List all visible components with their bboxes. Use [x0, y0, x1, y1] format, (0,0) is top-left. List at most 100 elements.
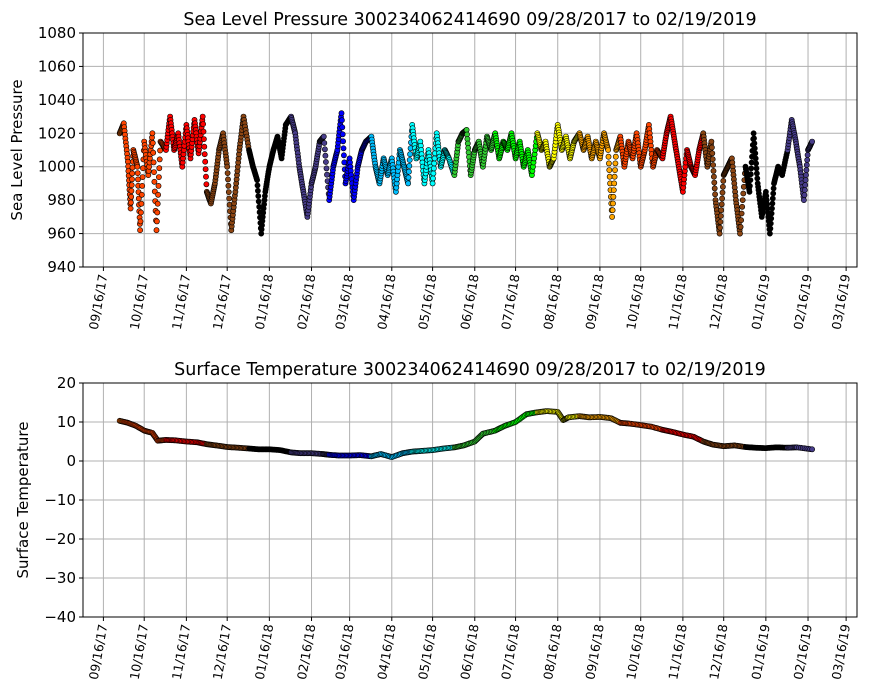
data-point	[611, 180, 618, 187]
data-point	[320, 133, 327, 140]
data-point	[430, 175, 436, 182]
data-point	[611, 173, 618, 180]
data-point	[739, 203, 746, 210]
data-point	[720, 183, 726, 190]
data-point	[340, 152, 347, 159]
y-axis-label: Sea Level Pressure	[8, 79, 26, 220]
data-point	[225, 189, 232, 195]
data-point	[254, 177, 260, 183]
x-tick-label: 02/16/19	[790, 273, 815, 331]
data-point	[802, 182, 809, 188]
data-point	[255, 193, 262, 199]
data-point	[201, 151, 208, 158]
plot-frame	[82, 32, 858, 268]
x-tick-label: 11/16/17	[169, 273, 194, 331]
data-point	[406, 157, 413, 163]
data-points	[116, 408, 815, 460]
y-tick-label: 10	[57, 413, 76, 431]
data-point	[139, 182, 146, 189]
data-point	[612, 167, 618, 173]
data-point	[709, 150, 716, 157]
data-point	[804, 157, 811, 163]
data-point	[753, 165, 760, 172]
surface-temperature-panel: Surface Temperature 300234062414690 09/2…	[14, 360, 858, 681]
data-point	[803, 172, 809, 178]
x-tick-label: 12/16/17	[210, 273, 235, 331]
data-point	[322, 152, 329, 159]
data-point	[201, 143, 208, 150]
data-point	[322, 159, 329, 165]
data-point	[767, 220, 774, 227]
data-point	[768, 215, 775, 222]
x-tick-label: 06/16/18	[457, 623, 482, 681]
data-point	[128, 193, 135, 200]
x-tick-label: 11/16/17	[169, 623, 194, 681]
data-point	[610, 187, 617, 193]
data-point	[129, 176, 135, 183]
data-point	[751, 140, 758, 147]
data-point	[753, 160, 759, 167]
data-point	[737, 223, 744, 230]
y-axis-label: Surface Temperature	[14, 422, 32, 579]
y-tick-label: 1000	[38, 158, 76, 176]
data-point	[610, 193, 617, 200]
data-point	[803, 167, 810, 173]
y-tick-label: 960	[47, 225, 76, 243]
data-point	[156, 165, 163, 172]
data-point	[711, 179, 718, 186]
data-points	[116, 110, 815, 237]
data-point	[708, 138, 715, 145]
data-point	[430, 165, 437, 172]
data-point	[405, 168, 412, 175]
data-point	[137, 227, 143, 234]
data-point	[430, 170, 437, 177]
data-point	[809, 138, 815, 145]
data-point	[154, 209, 161, 216]
data-point	[712, 191, 718, 198]
data-point	[709, 156, 716, 163]
x-tick-label: 09/16/17	[86, 273, 111, 331]
data-point	[711, 173, 717, 180]
data-point	[203, 181, 210, 188]
data-point	[155, 174, 162, 180]
data-point	[225, 182, 232, 189]
data-point	[754, 175, 761, 182]
data-point	[323, 165, 330, 172]
data-point	[226, 195, 233, 202]
data-point	[340, 138, 346, 145]
data-point	[254, 182, 261, 189]
x-tick-label: 01/16/19	[748, 273, 773, 331]
data-point	[769, 195, 776, 202]
data-point	[769, 200, 776, 207]
data-point	[153, 218, 160, 225]
x-tick-label: 03/16/18	[332, 273, 357, 331]
x-tick-label: 10/16/18	[623, 623, 648, 681]
data-point	[199, 113, 206, 120]
data-point	[134, 163, 141, 170]
x-tick-label: 03/16/19	[829, 623, 854, 681]
data-point	[718, 207, 725, 214]
data-point	[225, 176, 231, 183]
x-tick-label: 06/16/18	[457, 273, 482, 331]
data-point	[751, 135, 757, 142]
x-tick-label: 11/16/18	[665, 273, 690, 331]
x-tick-label: 04/16/18	[374, 273, 399, 331]
y-tick-label: 1040	[38, 91, 76, 109]
sea-level-pressure-panel: Sea Level Pressure 300234062414690 09/28…	[8, 10, 858, 331]
data-point	[155, 182, 162, 189]
data-point	[155, 191, 161, 198]
data-point	[610, 200, 616, 207]
x-tick-label: 12/16/18	[706, 623, 731, 681]
y-tick-label: −30	[44, 569, 76, 587]
data-point	[151, 178, 158, 185]
data-point	[127, 205, 134, 212]
data-point	[154, 200, 161, 207]
data-point	[134, 170, 141, 176]
data-point	[710, 162, 716, 168]
data-point	[612, 160, 619, 167]
x-tick-label: 07/16/18	[498, 623, 523, 681]
data-point	[202, 166, 209, 173]
x-tick-label: 05/16/18	[415, 273, 440, 331]
data-point	[138, 191, 145, 198]
x-tick-label: 11/16/18	[665, 623, 690, 681]
